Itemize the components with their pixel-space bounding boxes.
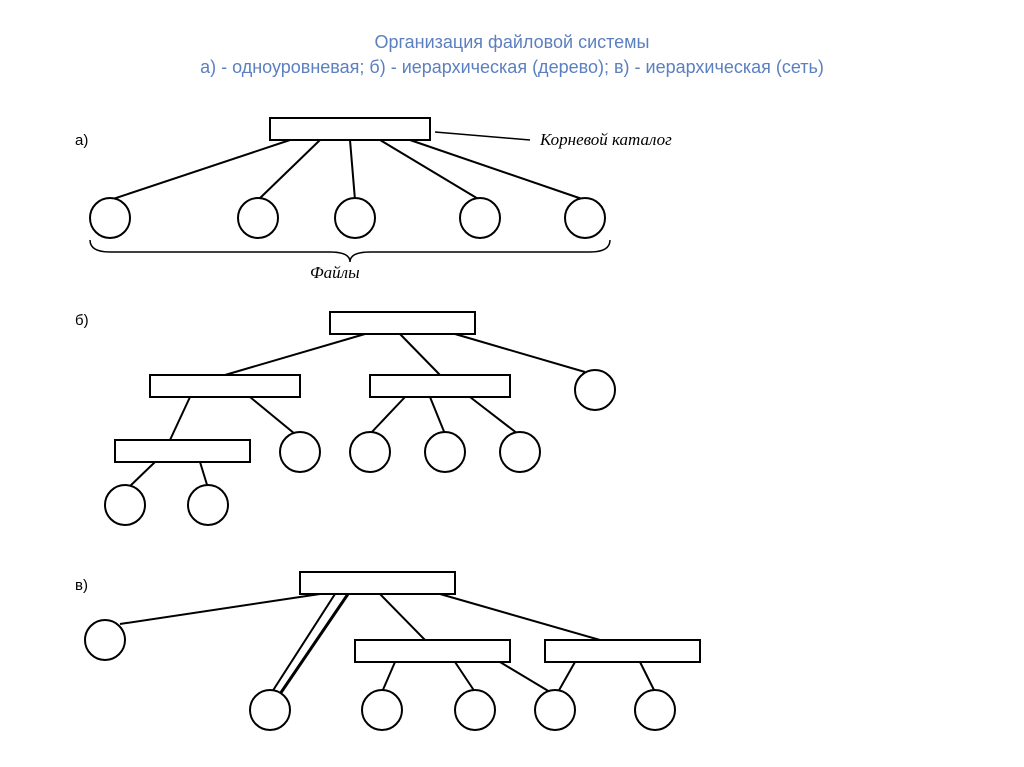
edge	[225, 334, 365, 375]
file-node	[188, 485, 228, 525]
edge	[380, 140, 480, 200]
panel-c-label: в)	[75, 577, 88, 594]
edge	[440, 594, 600, 640]
file-node	[575, 370, 615, 410]
edge	[272, 594, 335, 692]
edge	[110, 140, 290, 200]
file-node	[350, 432, 390, 472]
file-node	[238, 198, 278, 238]
file-node	[460, 198, 500, 238]
edge	[128, 462, 155, 488]
directory-node	[115, 440, 250, 462]
file-node	[635, 690, 675, 730]
file-node	[280, 432, 320, 472]
edge	[350, 140, 355, 200]
directory-node	[355, 640, 510, 662]
file-node	[250, 690, 290, 730]
diagram-canvas: а) Корневой каталог Файлы б) в)	[0, 0, 1024, 767]
edge	[250, 397, 295, 434]
files-brace	[90, 240, 610, 262]
edge	[280, 594, 348, 694]
directory-node	[370, 375, 510, 397]
file-node	[535, 690, 575, 730]
directory-node	[545, 640, 700, 662]
file-node	[85, 620, 125, 660]
directory-node	[150, 375, 300, 397]
edge	[470, 397, 518, 434]
annotation-files: Файлы	[310, 263, 360, 282]
edge	[558, 662, 575, 692]
file-node	[425, 432, 465, 472]
directory-node	[270, 118, 430, 140]
edge	[120, 594, 320, 624]
file-node	[455, 690, 495, 730]
edge	[430, 397, 445, 434]
edge	[400, 334, 440, 375]
edge	[170, 397, 190, 440]
file-node	[90, 198, 130, 238]
panel-a-label: а)	[75, 132, 88, 149]
file-node	[500, 432, 540, 472]
edge	[500, 662, 550, 692]
file-node	[362, 690, 402, 730]
edge	[370, 397, 405, 434]
edge	[435, 132, 530, 140]
directory-node	[330, 312, 475, 334]
edge	[640, 662, 655, 692]
edge	[382, 662, 395, 692]
file-node	[105, 485, 145, 525]
edge	[380, 594, 425, 640]
panel-b-label: б)	[75, 312, 89, 329]
directory-node	[300, 572, 455, 594]
annotation-root-catalog: Корневой каталог	[539, 130, 672, 149]
file-node	[335, 198, 375, 238]
edge	[455, 334, 585, 372]
edge	[258, 140, 320, 200]
file-node	[565, 198, 605, 238]
edge	[455, 662, 475, 692]
edge	[410, 140, 585, 200]
